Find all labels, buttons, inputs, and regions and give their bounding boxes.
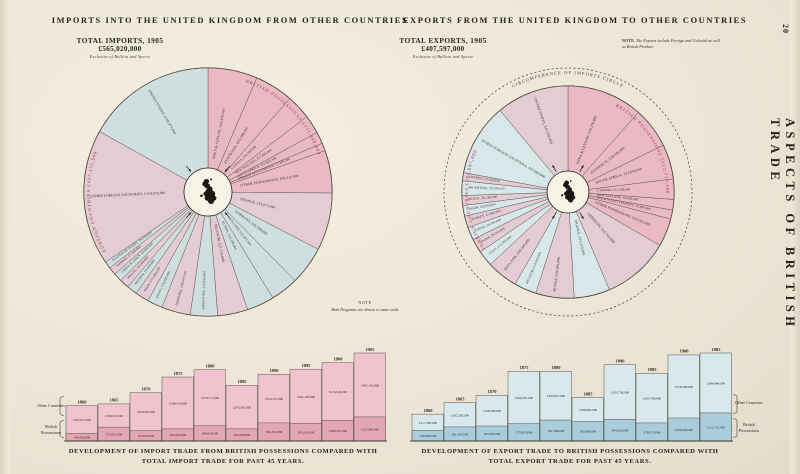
export-chart-caption: DEVELOPMENT OF EXPORT TRADE TO BRITISH P… [405, 447, 735, 466]
paper-edge-left [0, 0, 10, 474]
page-number: 20 [781, 24, 790, 34]
spine-text: ASPECTS OF BRITISH TRADE [768, 118, 797, 331]
right-total-value: £407,597,000 [421, 45, 465, 54]
exports-note-body: The Exports include Foreign and Colonial… [622, 38, 720, 50]
export-caption-line1: DEVELOPMENT OF EXPORT TRADE TO BRITISH P… [421, 448, 719, 455]
import-chart-caption: DEVELOPMENT OF IMPORT TRADE FROM BRITISH… [58, 447, 388, 466]
export-legend-possessions: British Possessions [738, 422, 760, 434]
left-total-label: TOTAL IMPORTS, 1905 [76, 36, 164, 45]
scale-note-head: NOTE [358, 300, 372, 305]
left-panel-header: IMPORTS INTO THE UNITED KINGDOM FROM OTH… [51, 16, 409, 25]
book-spine-title: ASPECTS OF BRITISH TRADE [768, 118, 797, 368]
right-panel-header: EXPORTS FROM THE UNITED KINGDOM TO OTHER… [402, 16, 748, 25]
scale-note: NOTE Both Diagrams are drawn to same sca… [330, 300, 400, 313]
import-caption-line2: TOTAL IMPORT TRADE FOR PAST 45 YEARS. [141, 457, 305, 465]
exports-note-head: NOTE. [622, 38, 635, 43]
export-caption-line2: TOTAL EXPORT TRADE FOR PAST 45 YEARS. [488, 457, 652, 465]
right-total-note: Exclusive of Bullion and Specie [412, 54, 474, 60]
scale-note-body: Both Diagrams are drawn to same scale [331, 306, 399, 312]
import-legend-other: Other Countries [37, 403, 65, 408]
left-total-block: TOTAL IMPORTS, 1905 £565,020,000 Exclusi… [60, 36, 180, 60]
right-total-label: TOTAL EXPORTS, 1905 [399, 36, 487, 45]
import-caption-line1: DEVELOPMENT OF IMPORT TRADE FROM BRITISH… [68, 448, 378, 455]
import-legend-possessions: British Possessions [40, 424, 62, 436]
export-legend-other: Other Countries [735, 400, 763, 405]
right-total-block: TOTAL EXPORTS, 1905 £407,597,000 Exclusi… [383, 36, 503, 60]
left-total-note: Exclusive of Bullion and Specie [89, 54, 151, 60]
left-total-value: £565,020,000 [98, 45, 142, 54]
exports-note: NOTE. The Exports include Foreign and Co… [622, 38, 722, 51]
